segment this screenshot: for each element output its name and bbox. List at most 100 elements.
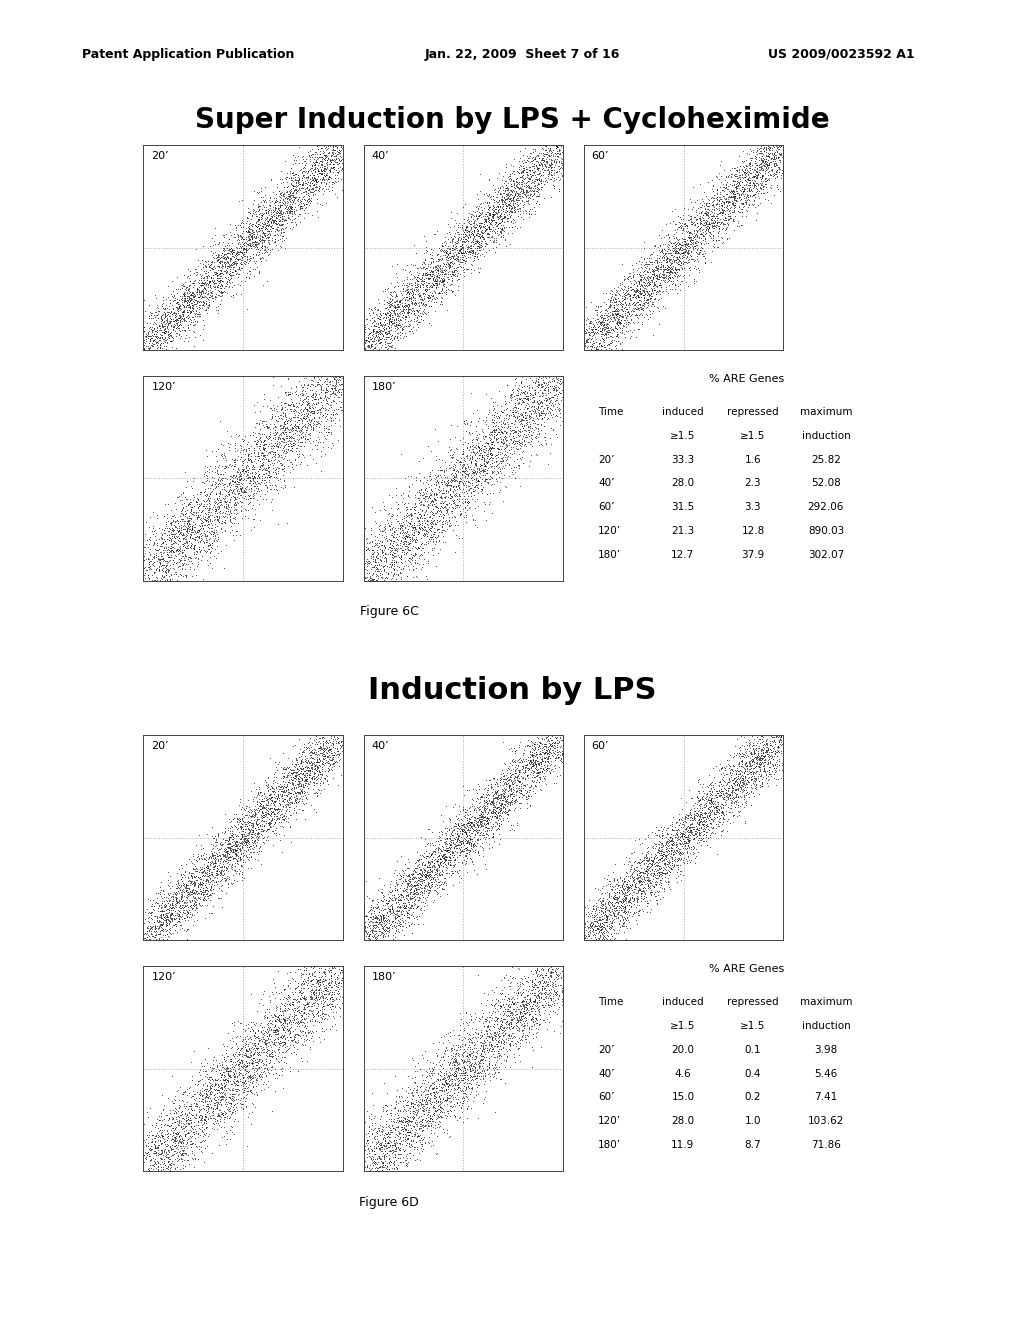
Point xyxy=(135,1160,152,1181)
Point xyxy=(756,135,772,156)
Point xyxy=(654,865,671,886)
Point xyxy=(692,209,709,230)
Point xyxy=(523,409,540,430)
Point xyxy=(445,264,462,285)
Point xyxy=(224,1080,241,1101)
Point xyxy=(478,807,495,828)
Point xyxy=(432,498,449,519)
Point xyxy=(260,202,276,223)
Point xyxy=(718,219,734,240)
Point xyxy=(157,331,173,352)
Point xyxy=(455,1080,471,1101)
Point xyxy=(681,222,697,243)
Point xyxy=(261,1034,278,1055)
Point xyxy=(152,904,168,925)
Point xyxy=(204,271,220,292)
Point xyxy=(417,1085,433,1106)
Point xyxy=(649,244,666,265)
Point xyxy=(207,462,223,483)
Point xyxy=(538,154,554,176)
Point xyxy=(327,165,343,186)
Point xyxy=(510,1006,526,1027)
Point xyxy=(433,483,450,504)
Point xyxy=(483,453,500,474)
Point xyxy=(464,244,480,265)
Point xyxy=(181,296,198,317)
Point xyxy=(316,165,333,186)
Point xyxy=(135,919,152,940)
Point xyxy=(388,317,404,338)
Point xyxy=(616,883,633,904)
Point xyxy=(257,458,273,479)
Point xyxy=(223,512,240,533)
Point xyxy=(266,780,283,801)
Point xyxy=(355,1111,372,1133)
Point xyxy=(732,189,749,210)
Point xyxy=(193,1105,209,1126)
Point xyxy=(495,190,511,211)
Point xyxy=(727,193,743,214)
Point xyxy=(335,135,351,156)
Point xyxy=(288,375,304,396)
Point xyxy=(172,898,188,919)
Point xyxy=(510,411,526,432)
Point xyxy=(175,275,191,296)
Point xyxy=(275,183,292,205)
Point xyxy=(209,264,225,285)
Point xyxy=(398,525,415,546)
Point xyxy=(245,1047,261,1068)
Point xyxy=(681,832,697,853)
Point xyxy=(180,1150,197,1171)
Point xyxy=(470,822,486,843)
Point xyxy=(205,471,221,492)
Point xyxy=(228,218,245,239)
Point xyxy=(653,288,670,309)
Point xyxy=(240,252,256,273)
Point xyxy=(209,267,225,288)
Point xyxy=(381,317,397,338)
Point xyxy=(178,903,195,924)
Point xyxy=(164,894,180,915)
Point xyxy=(656,866,673,887)
Point xyxy=(234,796,251,817)
Point xyxy=(632,871,648,892)
Point xyxy=(503,764,519,785)
Point xyxy=(178,488,195,510)
Point xyxy=(135,1137,152,1158)
Point xyxy=(506,201,522,222)
Point xyxy=(477,211,494,232)
Point xyxy=(441,457,458,478)
Point xyxy=(593,900,609,921)
Point xyxy=(335,385,351,407)
Point xyxy=(434,507,451,528)
Point xyxy=(447,1063,464,1084)
Point xyxy=(515,173,531,194)
Point xyxy=(375,917,391,939)
Point xyxy=(199,859,215,880)
Point xyxy=(512,177,528,198)
Point xyxy=(250,182,266,203)
Point xyxy=(626,870,642,891)
Point xyxy=(423,869,439,890)
Point xyxy=(396,904,413,925)
Point xyxy=(688,838,705,859)
Point xyxy=(749,178,765,199)
Point xyxy=(455,1030,471,1051)
Point xyxy=(540,168,556,189)
Point xyxy=(418,500,434,521)
Point xyxy=(271,792,288,813)
Point xyxy=(309,434,326,455)
Point xyxy=(575,908,592,929)
Point xyxy=(471,1068,487,1089)
Point xyxy=(197,503,213,524)
Point xyxy=(252,1067,268,1088)
Point xyxy=(547,973,563,994)
Point xyxy=(268,409,285,430)
Point xyxy=(279,194,295,215)
Point xyxy=(424,1110,440,1131)
Point xyxy=(171,892,187,913)
Point xyxy=(607,891,624,912)
Point xyxy=(335,961,351,982)
Point xyxy=(397,1119,414,1140)
Point xyxy=(429,883,445,904)
